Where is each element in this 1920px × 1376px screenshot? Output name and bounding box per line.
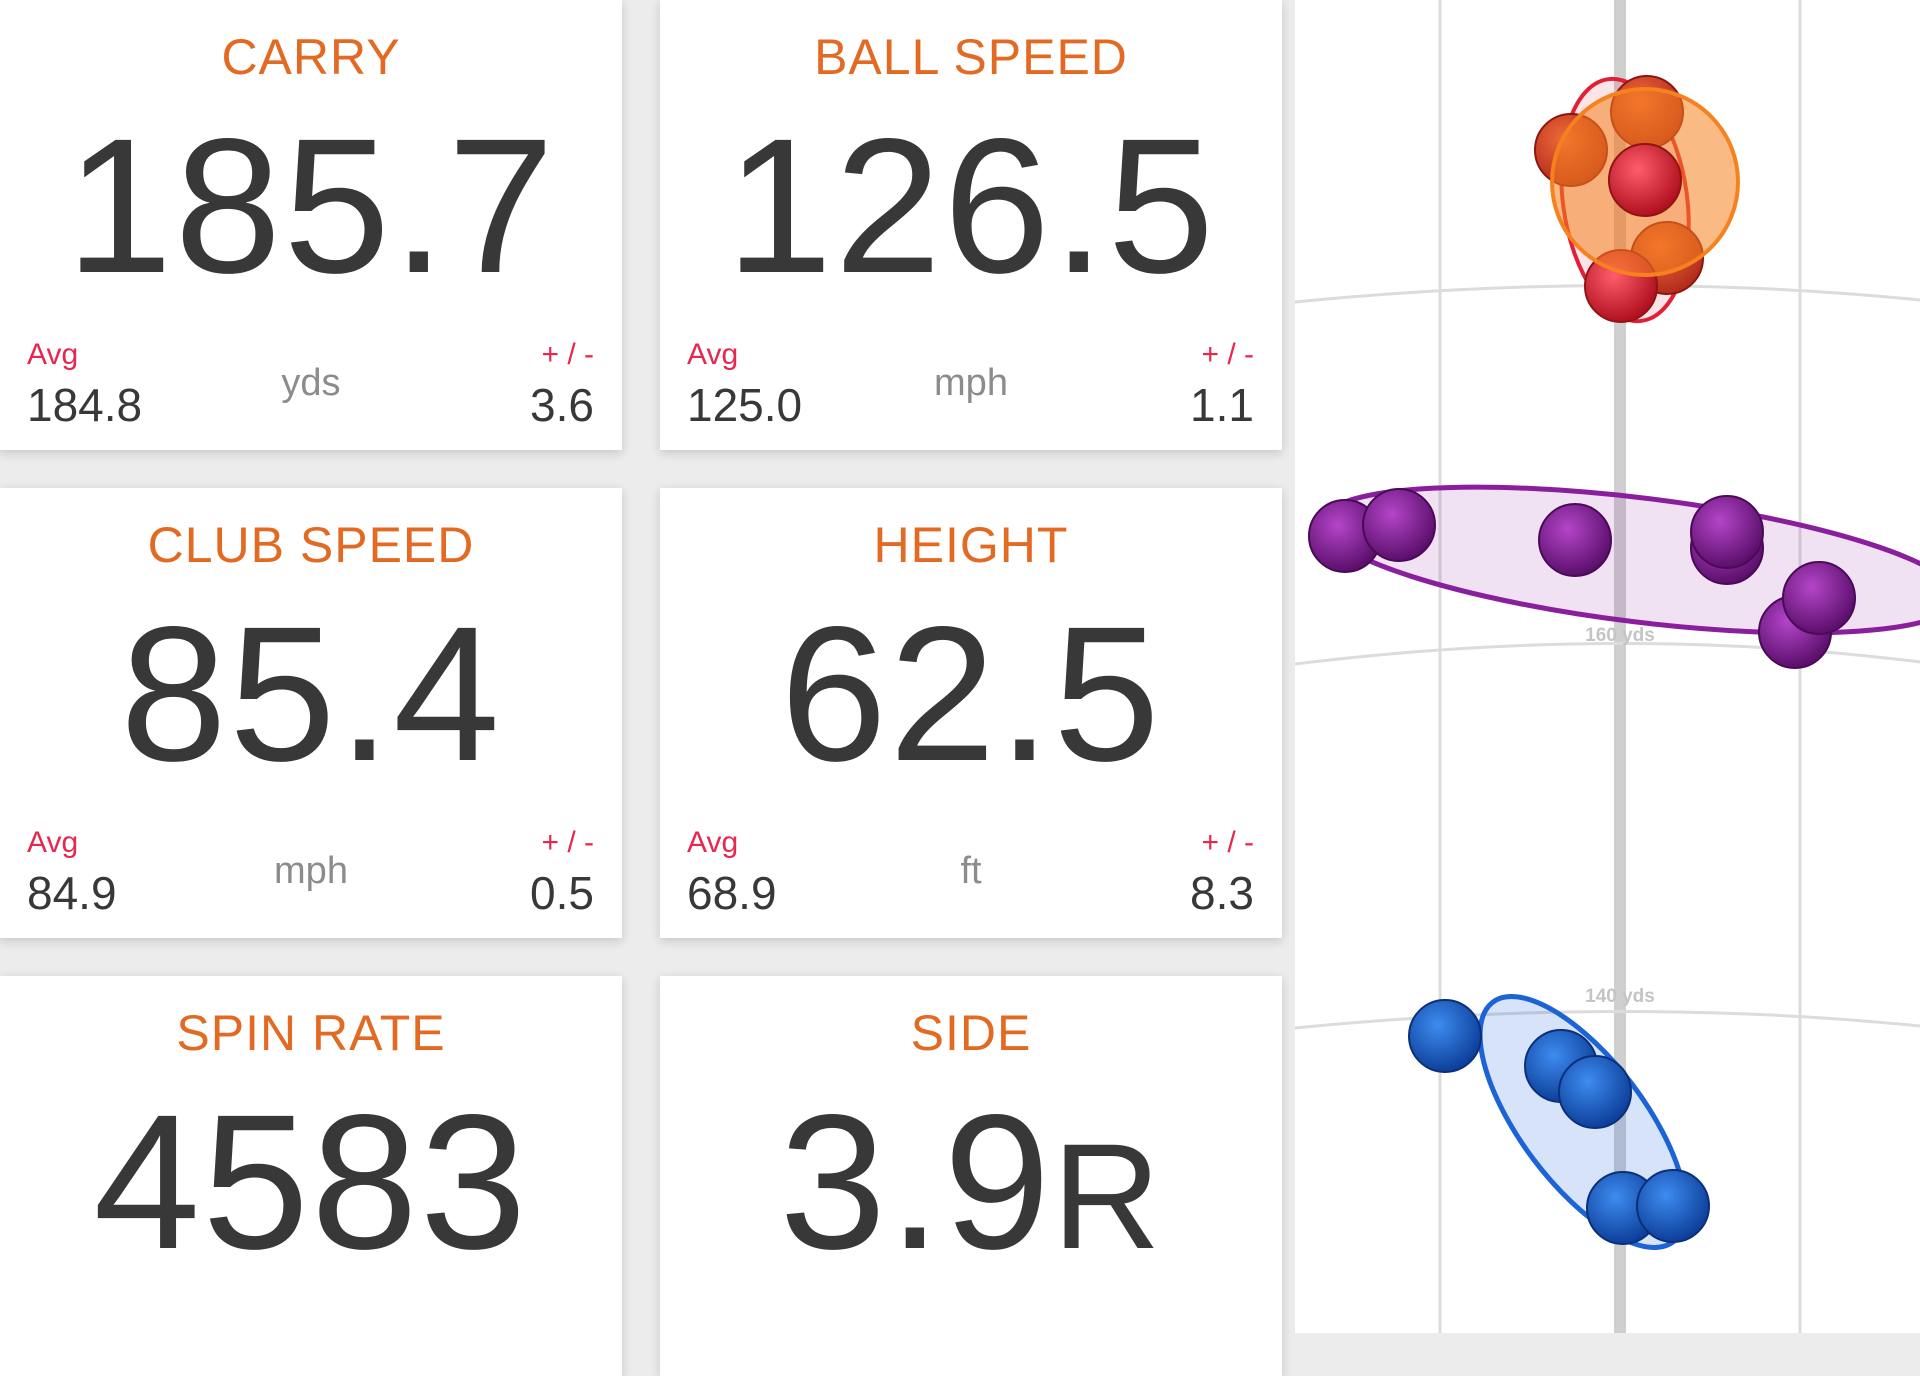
- carry-pm-value: 3.6: [530, 379, 594, 431]
- carry-unit: yds: [281, 362, 341, 404]
- distance-arc-160: [1295, 642, 1920, 666]
- ball-speed-pm-value: 1.1: [1190, 379, 1254, 431]
- club-speed-avg-value: 84.9: [27, 867, 117, 919]
- side-title: SIDE: [910, 1005, 1032, 1061]
- shot-dot[interactable]: [1690, 495, 1764, 569]
- club-speed-pm-value: 0.5: [530, 867, 594, 919]
- height-value: 62.5: [780, 586, 1162, 801]
- shot-dot[interactable]: [1782, 561, 1856, 635]
- shot-dot[interactable]: [1362, 488, 1436, 562]
- distance-label-140: 140 yds: [1585, 986, 1655, 1007]
- dispersion-canvas: 160 yds 140 yds: [1295, 0, 1920, 1333]
- height-avg-label: Avg: [687, 826, 739, 859]
- club-speed-value: 85.4: [120, 586, 502, 801]
- club-speed-title: CLUB SPEED: [147, 517, 475, 573]
- side-value: 3.9: [779, 1074, 1053, 1289]
- ball-speed-value: 126.5: [725, 98, 1217, 313]
- carry-avg-label: Avg: [27, 338, 79, 371]
- spin-rate-tile: SPIN RATE 4583: [0, 976, 622, 1376]
- ball-speed-avg-label: Avg: [687, 338, 739, 371]
- carry-tile: CARRY 185.7 Avg 184.8 yds + / - 3.6: [0, 0, 622, 450]
- ball-speed-tile: BALL SPEED 126.5 Avg 125.0 mph + / - 1.1: [660, 0, 1282, 450]
- ball-speed-unit: mph: [934, 362, 1008, 404]
- ball-speed-avg-value: 125.0: [687, 379, 803, 431]
- distance-label-160: 160 yds: [1585, 625, 1655, 646]
- carry-title: CARRY: [221, 29, 401, 85]
- side-value-wrap: 3.9R: [660, 1086, 1282, 1278]
- club-speed-avg-label: Avg: [27, 826, 79, 859]
- height-tile: HEIGHT 62.5 Avg 68.9 ft + / - 8.3: [660, 488, 1282, 938]
- carry-value: 185.7: [65, 98, 557, 313]
- distance-arc-140: [1295, 1010, 1920, 1030]
- height-pm-value: 8.3: [1190, 867, 1254, 919]
- shot-dot[interactable]: [1608, 143, 1682, 217]
- spin-rate-value: 4583: [93, 1074, 529, 1289]
- club-speed-tile: CLUB SPEED 85.4 Avg 84.9 mph + / - 0.5: [0, 488, 622, 938]
- ball-speed-pm-label: + / -: [1201, 338, 1254, 371]
- shot-dispersion-view[interactable]: 160 yds 140 yds: [1295, 0, 1920, 1333]
- ball-speed-title: BALL SPEED: [814, 29, 1128, 85]
- spin-rate-title: SPIN RATE: [176, 1005, 446, 1061]
- club-speed-pm-label: + / -: [541, 826, 594, 859]
- carry-pm-label: + / -: [541, 338, 594, 371]
- height-unit: ft: [960, 850, 982, 892]
- height-title: HEIGHT: [873, 517, 1069, 573]
- side-direction: R: [1052, 1112, 1163, 1280]
- shot-dot[interactable]: [1558, 1055, 1632, 1129]
- side-tile: SIDE 3.9R: [660, 976, 1282, 1376]
- shot-dot[interactable]: [1408, 999, 1482, 1073]
- shot-dot[interactable]: [1538, 503, 1612, 577]
- shot-dot[interactable]: [1636, 1169, 1710, 1243]
- club-speed-unit: mph: [274, 850, 348, 892]
- height-pm-label: + / -: [1201, 826, 1254, 859]
- height-avg-value: 68.9: [687, 867, 777, 919]
- carry-avg-value: 184.8: [27, 379, 143, 431]
